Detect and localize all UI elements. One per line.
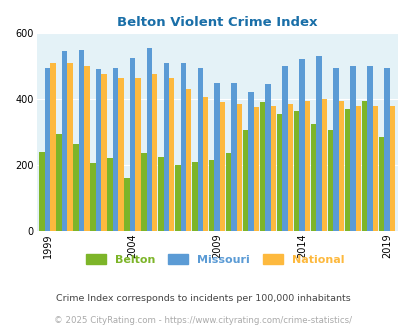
Bar: [152, 74, 157, 231]
Bar: [372, 106, 377, 231]
Bar: [270, 106, 275, 231]
Bar: [315, 56, 321, 231]
Bar: [389, 106, 394, 231]
Bar: [383, 68, 389, 231]
Bar: [202, 97, 208, 231]
Bar: [293, 111, 298, 231]
Bar: [259, 102, 265, 231]
Bar: [107, 158, 113, 231]
Bar: [366, 66, 372, 231]
Bar: [56, 134, 62, 231]
Bar: [158, 157, 163, 231]
Bar: [378, 137, 383, 231]
Bar: [209, 160, 214, 231]
Bar: [321, 99, 326, 231]
Bar: [168, 78, 174, 231]
Bar: [361, 101, 366, 231]
Bar: [287, 104, 292, 231]
Bar: [90, 163, 96, 231]
Bar: [163, 63, 168, 231]
Bar: [253, 107, 259, 231]
Text: © 2025 CityRating.com - https://www.cityrating.com/crime-statistics/: © 2025 CityRating.com - https://www.city…: [54, 316, 351, 325]
Bar: [185, 89, 191, 231]
Bar: [79, 50, 84, 231]
Bar: [141, 153, 146, 231]
Bar: [197, 68, 202, 231]
Bar: [101, 74, 107, 231]
Bar: [248, 92, 253, 231]
Bar: [84, 66, 90, 231]
Bar: [310, 124, 315, 231]
Bar: [243, 130, 248, 231]
Bar: [231, 82, 236, 231]
Bar: [67, 63, 72, 231]
Bar: [226, 153, 231, 231]
Title: Belton Violent Crime Index: Belton Violent Crime Index: [117, 16, 317, 29]
Bar: [350, 66, 355, 231]
Bar: [180, 63, 185, 231]
Bar: [135, 78, 140, 231]
Bar: [113, 68, 118, 231]
Bar: [304, 101, 309, 231]
Bar: [192, 162, 197, 231]
Bar: [96, 69, 101, 231]
Bar: [118, 78, 123, 231]
Text: Crime Index corresponds to incidents per 100,000 inhabitants: Crime Index corresponds to incidents per…: [55, 294, 350, 303]
Bar: [62, 51, 67, 231]
Bar: [146, 48, 152, 231]
Bar: [355, 106, 360, 231]
Bar: [175, 165, 180, 231]
Legend: Belton, Missouri, National: Belton, Missouri, National: [85, 254, 344, 265]
Bar: [214, 82, 220, 231]
Bar: [333, 68, 338, 231]
Bar: [39, 152, 45, 231]
Bar: [124, 178, 129, 231]
Bar: [129, 58, 135, 231]
Bar: [298, 59, 304, 231]
Bar: [276, 114, 281, 231]
Bar: [344, 109, 350, 231]
Bar: [265, 84, 270, 231]
Bar: [50, 63, 55, 231]
Bar: [236, 104, 242, 231]
Bar: [338, 101, 343, 231]
Bar: [45, 68, 50, 231]
Bar: [281, 66, 287, 231]
Bar: [327, 130, 333, 231]
Bar: [73, 144, 79, 231]
Bar: [220, 102, 225, 231]
